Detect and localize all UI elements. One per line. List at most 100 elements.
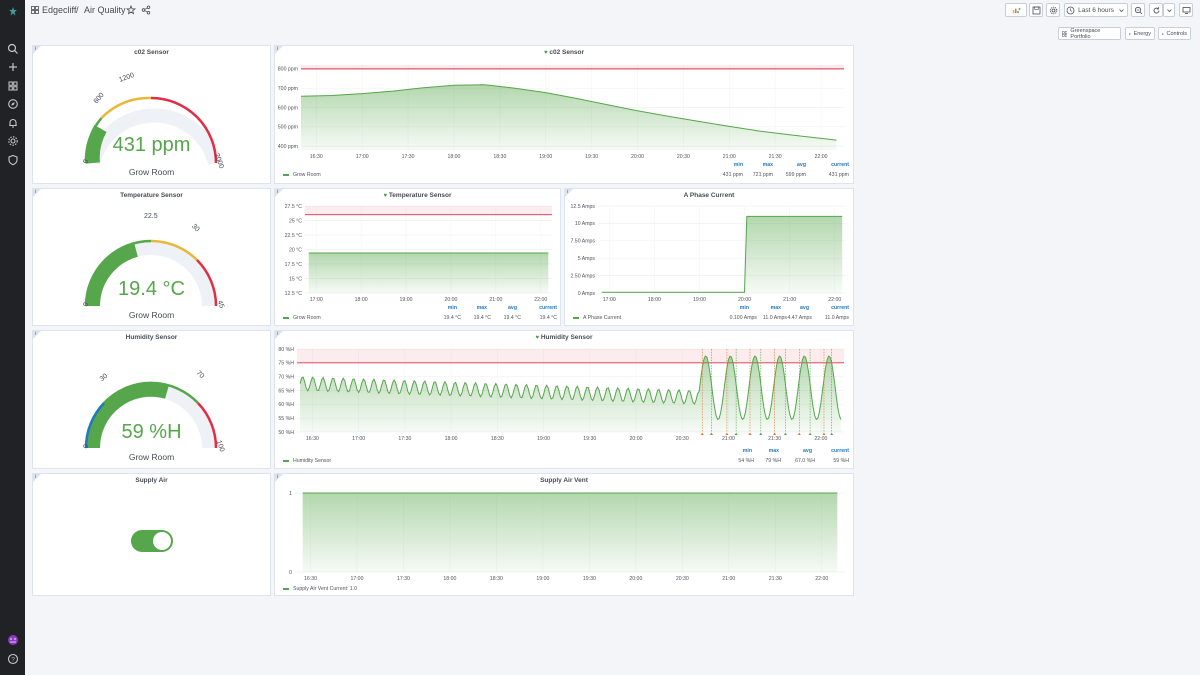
stat-header[interactable]: max [476, 305, 487, 311]
top-bar: Edgecliff / Air Quality Last 6 hours [25, 0, 1200, 20]
y-tick-label: 65 %H [278, 388, 294, 394]
time-range-picker[interactable]: Last 6 hours [1064, 3, 1128, 17]
share-icon[interactable] [141, 5, 151, 15]
gauge-tick: 70 [195, 370, 206, 381]
avatar-icon[interactable] [5, 632, 20, 647]
x-tick-label: 18:30 [491, 436, 504, 442]
info-icon[interactable]: i [277, 46, 279, 52]
x-tick-label: 16:30 [306, 436, 319, 442]
x-tick-label: 19:30 [583, 576, 596, 582]
info-icon[interactable]: i [277, 189, 279, 195]
stat-header[interactable]: min [447, 305, 457, 311]
refresh-button[interactable] [1149, 3, 1163, 17]
gear-icon[interactable] [5, 133, 20, 148]
stat-header[interactable]: current [831, 162, 849, 168]
panel-title: Supply Air [135, 477, 168, 484]
panel-humidity-chart[interactable]: i ♥ Humidity Sensor 50 %H 55 %H 60 %H 65 %H… [274, 330, 854, 469]
annotation-marker-icon [808, 432, 812, 435]
co2-series-area [301, 84, 837, 150]
bell-icon[interactable] [5, 115, 20, 130]
dashboard-settings-button[interactable] [1046, 3, 1060, 17]
link-greenspace-portfolio[interactable]: Greenspace Portfolio [1058, 27, 1121, 40]
stat-header[interactable]: current [831, 305, 849, 311]
breadcrumb-folder[interactable]: Edgecliff [42, 5, 77, 15]
search-icon[interactable] [5, 41, 20, 56]
plus-icon[interactable] [5, 59, 20, 74]
legend[interactable]: Grow Room [283, 172, 321, 178]
heart-icon: ♥ [543, 50, 548, 56]
gauge-threshold-blue [84, 402, 105, 449]
y-tick-label: 50 %H [278, 430, 294, 436]
tv-mode-button[interactable] [1179, 3, 1193, 17]
panel-co2-chart[interactable]: i ♥ c02 Sensor 400 ppm 500 ppm 600 ppm 700 … [274, 45, 854, 184]
y-tick-label: 600 ppm [278, 105, 298, 111]
legend[interactable]: Supply Air Vent Current: 1.0 [283, 586, 357, 592]
star-icon[interactable] [126, 5, 136, 15]
save-dashboard-button[interactable] [1029, 3, 1043, 17]
legend-swatch [573, 317, 579, 319]
temp-gauge: 0 22.5 30 45 [82, 213, 225, 309]
monitor-icon [1182, 6, 1190, 14]
panel-co2-gauge[interactable]: i c02 Sensor 0 800 1200 2000 431 ppm Gro… [32, 45, 271, 184]
y-tick-label: 800 ppm [278, 67, 298, 73]
info-icon[interactable]: i [277, 474, 279, 480]
stat-header[interactable]: avg [803, 448, 812, 454]
y-tick-label: 25 °C [289, 218, 302, 224]
shield-icon[interactable] [5, 152, 20, 167]
grafana-logo-icon[interactable] [5, 4, 20, 19]
stat-header[interactable]: current [831, 448, 849, 454]
stat-header[interactable]: min [733, 162, 743, 168]
info-icon[interactable]: i [567, 189, 569, 195]
page-title[interactable]: Air Quality [84, 5, 126, 15]
x-tick-label: 20:30 [677, 154, 690, 160]
stat-header[interactable]: max [770, 305, 781, 311]
panel-corner [275, 189, 283, 197]
info-icon[interactable]: i [35, 331, 37, 337]
supply-graph: 0 1 16:30 17:00 17:30 18:00 18:30 19:00 19:30 20:… [289, 491, 845, 582]
stat-header[interactable]: current [539, 305, 557, 311]
panel-phase-chart[interactable]: i A Phase Current 0 Amps 2.50 Amps 5 Amps 7… [564, 188, 854, 326]
supply-air-toggle[interactable] [131, 530, 173, 552]
refresh-interval-dropdown[interactable] [1163, 3, 1175, 17]
panel-corner [33, 474, 41, 482]
x-tick-label: 22:00 [534, 297, 547, 303]
panel-humidity-gauge[interactable]: i Humidity Sensor 0 30 70 100 59 %H Grow… [32, 330, 271, 469]
x-tick-label: 17:30 [398, 436, 411, 442]
y-tick-label: 0 Amps [578, 291, 596, 297]
compass-icon[interactable] [5, 96, 20, 111]
co2-gauge: 0 800 1200 2000 [82, 72, 224, 170]
stat-header[interactable]: avg [800, 305, 809, 311]
legend-swatch [283, 317, 289, 319]
info-icon[interactable]: i [35, 46, 37, 52]
stat-header[interactable]: min [742, 448, 752, 454]
question-icon[interactable]: ? [5, 651, 20, 666]
legend[interactable]: Humidity Sensor [283, 458, 331, 464]
y-tick-label: 700 ppm [278, 86, 298, 92]
legend[interactable]: A Phase Current [573, 315, 621, 321]
gauge-tick: 30 [190, 223, 201, 234]
add-panel-button[interactable] [1005, 3, 1027, 17]
x-tick-label: 17:30 [402, 154, 415, 160]
link-controls[interactable]: Controls [1158, 27, 1191, 40]
stat-header[interactable]: max [762, 162, 773, 168]
info-icon[interactable]: i [277, 331, 279, 337]
apps-icon[interactable] [5, 78, 20, 93]
x-tick-label: 21:30 [769, 154, 782, 160]
panel-temp-chart[interactable]: i ♥ Temperature Sensor 12.5 °C 15 °C 17.5 … [274, 188, 561, 326]
panel-supply-air[interactable]: i Supply Air [32, 473, 271, 596]
zoom-out-button[interactable] [1131, 3, 1145, 17]
humidity-graph: 50 %H 55 %H 60 %H 65 %H 70 %H 75 %H 80 %H 16:30… [278, 347, 844, 442]
gauge-threshold-red [196, 259, 218, 307]
panel-supply-chart[interactable]: i Supply Air Vent 0 1 16:30 17:00 17:30 18:00… [274, 473, 854, 596]
stat-header[interactable]: min [739, 305, 749, 311]
stat-header[interactable]: avg [508, 305, 517, 311]
info-icon[interactable]: i [35, 474, 37, 480]
stat-header[interactable]: max [768, 448, 779, 454]
stat-header[interactable]: avg [797, 162, 806, 168]
info-icon[interactable]: i [35, 189, 37, 195]
y-tick-label: 80 %H [278, 347, 294, 353]
link-energy[interactable]: Energy [1125, 27, 1155, 40]
legend[interactable]: Grow Room [283, 315, 321, 321]
panel-temp-gauge[interactable]: i Temperature Sensor 0 22.5 30 45 19.4 °… [32, 188, 271, 326]
panel-corner [275, 331, 283, 339]
